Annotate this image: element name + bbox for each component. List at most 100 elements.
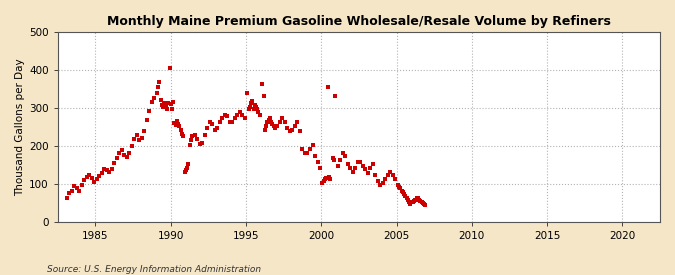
Point: [214, 120, 225, 125]
Point: [275, 120, 286, 125]
Point: [297, 147, 308, 151]
Point: [342, 162, 353, 166]
Point: [254, 112, 265, 117]
Point: [227, 120, 238, 125]
Point: [412, 196, 423, 200]
Point: [79, 178, 90, 182]
Point: [237, 112, 248, 117]
Point: [387, 173, 398, 178]
Point: [307, 143, 318, 147]
Point: [310, 154, 321, 159]
Point: [155, 98, 166, 103]
Point: [267, 122, 277, 126]
Point: [335, 158, 346, 163]
Point: [332, 163, 343, 168]
Point: [129, 137, 140, 141]
Point: [242, 91, 252, 96]
Text: Source: U.S. Energy Information Administration: Source: U.S. Energy Information Administ…: [47, 265, 261, 274]
Point: [183, 162, 194, 166]
Point: [184, 143, 195, 147]
Point: [338, 150, 348, 155]
Point: [300, 150, 310, 155]
Point: [199, 133, 210, 138]
Point: [277, 116, 288, 121]
Point: [176, 128, 186, 132]
Point: [114, 150, 125, 155]
Point: [352, 160, 363, 164]
Point: [161, 103, 171, 107]
Point: [262, 120, 273, 125]
Point: [169, 121, 180, 125]
Point: [253, 110, 264, 115]
Point: [259, 128, 270, 132]
Point: [63, 191, 74, 196]
Point: [69, 183, 80, 188]
Point: [153, 84, 163, 89]
Point: [409, 199, 420, 203]
Point: [263, 118, 274, 122]
Point: [240, 116, 250, 121]
Point: [136, 136, 147, 141]
Point: [402, 197, 413, 202]
Point: [395, 186, 406, 191]
Point: [177, 131, 188, 136]
Point: [192, 137, 202, 141]
Point: [266, 120, 277, 125]
Point: [418, 201, 429, 206]
Point: [126, 144, 137, 148]
Point: [154, 80, 165, 84]
Point: [168, 100, 179, 104]
Point: [411, 196, 422, 200]
Point: [86, 176, 97, 180]
Point: [364, 166, 375, 170]
Point: [350, 166, 360, 170]
Point: [248, 106, 259, 111]
Point: [370, 173, 381, 178]
Point: [158, 105, 169, 109]
Point: [420, 202, 431, 207]
Point: [355, 160, 366, 164]
Point: [317, 181, 328, 185]
Point: [167, 106, 178, 111]
Point: [219, 112, 230, 117]
Point: [196, 141, 207, 145]
Point: [340, 154, 350, 159]
Point: [294, 129, 305, 134]
Point: [164, 66, 175, 70]
Point: [398, 190, 408, 194]
Point: [418, 200, 429, 205]
Point: [250, 105, 261, 109]
Point: [247, 99, 258, 103]
Point: [61, 196, 72, 200]
Point: [246, 101, 256, 106]
Point: [146, 100, 157, 104]
Point: [282, 125, 293, 130]
Point: [347, 169, 358, 174]
Point: [171, 119, 182, 123]
Point: [81, 175, 92, 179]
Point: [99, 167, 109, 172]
Point: [269, 125, 280, 130]
Point: [252, 106, 263, 111]
Point: [385, 169, 396, 174]
Point: [404, 200, 414, 204]
Point: [401, 196, 412, 200]
Point: [377, 181, 388, 185]
Point: [315, 166, 325, 170]
Point: [180, 168, 191, 173]
Point: [101, 168, 112, 173]
Point: [124, 150, 135, 155]
Point: [415, 199, 426, 203]
Point: [107, 166, 117, 171]
Point: [119, 153, 130, 158]
Point: [209, 128, 220, 132]
Point: [249, 103, 260, 107]
Point: [257, 82, 268, 87]
Point: [329, 94, 340, 98]
Point: [399, 192, 410, 197]
Point: [383, 173, 394, 178]
Point: [173, 122, 184, 126]
Point: [116, 148, 127, 153]
Point: [89, 180, 100, 184]
Point: [380, 177, 391, 182]
